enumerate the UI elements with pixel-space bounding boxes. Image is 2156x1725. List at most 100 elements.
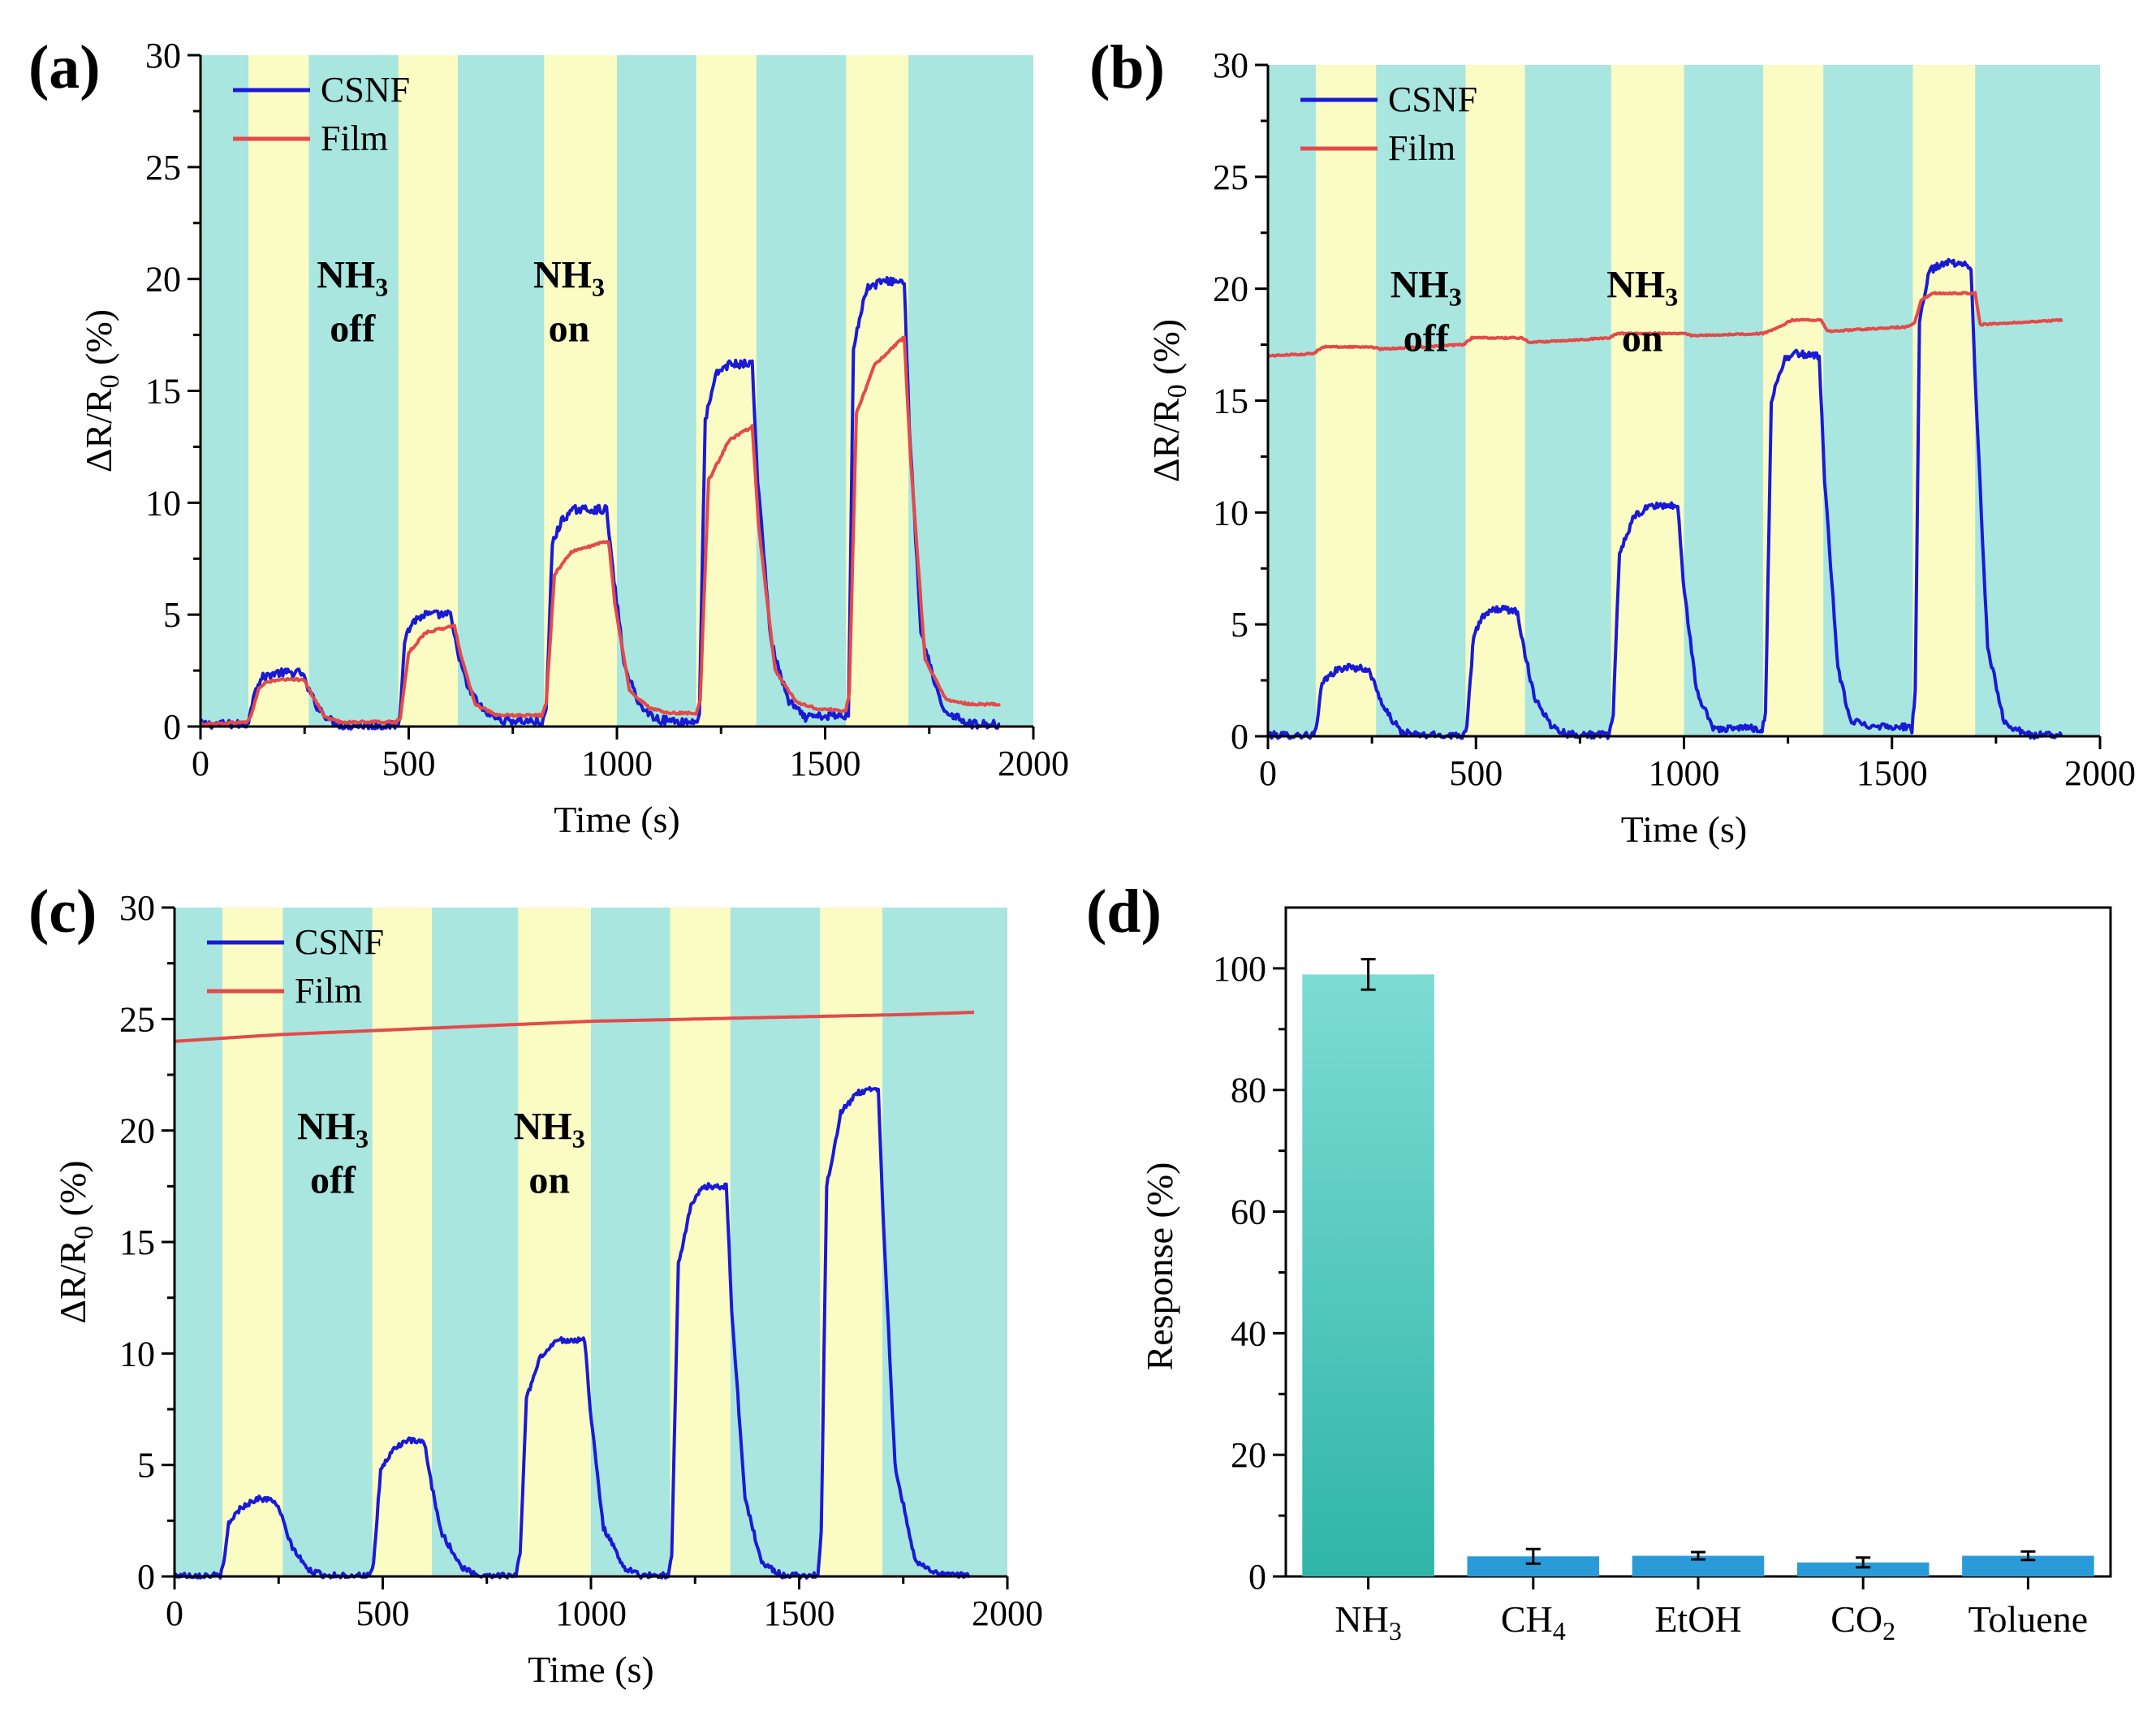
category-label-sub: 3 <box>1389 1616 1402 1645</box>
y-tick-label: 15 <box>119 1223 155 1262</box>
y-tick-label: 5 <box>163 595 181 635</box>
x-tick-label: 1500 <box>790 744 861 783</box>
y-axis-title-main: ΔR/R <box>78 388 119 472</box>
y-axis-title-main: ΔR/R <box>1145 398 1187 482</box>
y-tick-label: 0 <box>137 1557 155 1597</box>
x-tick-label: 500 <box>1449 753 1503 793</box>
bar-co2 <box>1796 1562 1930 1576</box>
category-label: CO2 <box>1830 1598 1895 1645</box>
y-tick-label: 10 <box>119 1334 155 1374</box>
annotation-gas: NH3 <box>1391 264 1462 312</box>
panel-label: (b) <box>1089 33 1165 101</box>
y-tick-label: 25 <box>119 999 155 1039</box>
y-axis-title-sub: 0 <box>95 374 125 388</box>
annotation-gas-main: NH <box>1606 264 1665 307</box>
x-tick-label: 1000 <box>555 1593 627 1633</box>
annotation-gas-sub: 3 <box>356 1123 369 1153</box>
category-label: CH4 <box>1501 1598 1566 1645</box>
category-label-sub: 4 <box>1553 1616 1566 1645</box>
y-axis-title: ΔR/R0 (%) <box>1145 319 1192 482</box>
nh3-on-band <box>1611 65 1684 736</box>
nh3-on-band <box>846 55 909 727</box>
y-tick-label: 15 <box>145 372 181 412</box>
legend-label-csnf: CSNF <box>1388 80 1477 119</box>
annotation-gas-sub: 3 <box>592 272 605 301</box>
y-tick-label: 25 <box>1213 157 1248 197</box>
annotation-state-on: on <box>549 308 590 351</box>
y-axis-title: ΔR/R0 (%) <box>52 1160 99 1323</box>
nh3-on-band <box>670 908 731 1576</box>
category-label-main: CO <box>1830 1598 1882 1640</box>
y-tick-label: 0 <box>1231 717 1248 757</box>
annotation-gas: NH3 <box>1606 264 1678 312</box>
annotation-gas-main: NH <box>317 254 375 297</box>
x-tick-label: 1000 <box>1649 753 1720 793</box>
y-tick-label: 60 <box>1231 1192 1266 1232</box>
category-label-main: Toluene <box>1968 1598 2089 1640</box>
panel-d: NH3 CH4 EtOH CO2 Toluene 0 20 40 60 80 100 Response… <box>1086 878 2112 1645</box>
category-label-main: EtOH <box>1654 1598 1741 1640</box>
annotation-state-on: on <box>1622 317 1663 360</box>
y-tick-label: 5 <box>137 1446 155 1486</box>
nh3-on-band <box>248 55 309 727</box>
series-line-csnf <box>1266 257 2063 740</box>
x-tick-label: 0 <box>1259 753 1277 793</box>
x-tick-label: 1000 <box>581 744 653 783</box>
series-line-csnf <box>174 1085 972 1580</box>
nh3-on-band <box>222 908 283 1576</box>
x-tick-label: 0 <box>192 744 209 783</box>
legend-label-csnf: CSNF <box>295 922 384 962</box>
annotation-state-on: on <box>528 1159 570 1202</box>
category-label: NH3 <box>1335 1598 1401 1645</box>
y-tick-label: 20 <box>145 260 181 300</box>
nh3-on-band <box>1465 65 1525 736</box>
y-tick-label: 25 <box>145 148 181 188</box>
annotation-gas-sub: 3 <box>1449 282 1462 311</box>
y-tick-label: 80 <box>1231 1071 1266 1110</box>
nh3-on-band <box>820 908 883 1576</box>
panel-label: (d) <box>1086 878 1162 946</box>
y-tick-label: 20 <box>1213 270 1248 309</box>
nh3-on-band <box>544 55 617 727</box>
annotation-gas-main: NH <box>1391 264 1449 307</box>
annotation-gas: NH3 <box>533 254 605 302</box>
bar-nh3 <box>1302 974 1434 1576</box>
y-tick-label: 30 <box>119 888 155 928</box>
category-label-main: CH <box>1501 1598 1553 1640</box>
x-tick-label: 500 <box>382 744 436 783</box>
series-line-film <box>1267 291 2063 358</box>
y-tick-label: 10 <box>145 483 181 523</box>
x-tick-label: 500 <box>356 1593 410 1633</box>
annotation-gas: NH3 <box>317 254 388 302</box>
x-tick-label: 2000 <box>998 744 1069 783</box>
annotation-gas-main: NH <box>297 1106 356 1149</box>
annotation-gas: NH3 <box>297 1106 369 1154</box>
annotation-gas-sub: 3 <box>1665 282 1678 311</box>
annotation-state-off: off <box>330 308 376 351</box>
series-line-film <box>199 335 1001 727</box>
y-tick-label: 40 <box>1231 1313 1266 1353</box>
legend-label-csnf: CSNF <box>321 70 410 110</box>
x-tick-label: 2000 <box>972 1593 1043 1633</box>
y-tick-label: 100 <box>1213 949 1266 989</box>
y-tick-label: 15 <box>1213 382 1248 421</box>
annotation-state-off: off <box>310 1159 356 1202</box>
y-axis-title-unit: (%) <box>78 309 119 374</box>
y-axis-title-main: ΔR/R <box>52 1240 93 1324</box>
nh3-on-band <box>696 55 757 727</box>
y-axis-title-unit: (%) <box>52 1160 93 1225</box>
annotation-gas: NH3 <box>514 1106 585 1154</box>
y-tick-label: 30 <box>1213 45 1248 85</box>
annotation-gas-sub: 3 <box>375 272 388 301</box>
category-label: Toluene <box>1968 1598 2089 1640</box>
annotation-gas-main: NH <box>533 254 592 297</box>
x-axis-title: Time (s) <box>528 1649 654 1690</box>
category-label-sub: 2 <box>1882 1616 1895 1645</box>
y-tick-label: 30 <box>145 36 181 75</box>
x-tick-label: 2000 <box>2064 753 2136 793</box>
panel-label: (c) <box>28 878 97 946</box>
y-axis-title: ΔR/R0 (%) <box>78 309 125 472</box>
annotation-gas-main: NH <box>514 1106 572 1149</box>
